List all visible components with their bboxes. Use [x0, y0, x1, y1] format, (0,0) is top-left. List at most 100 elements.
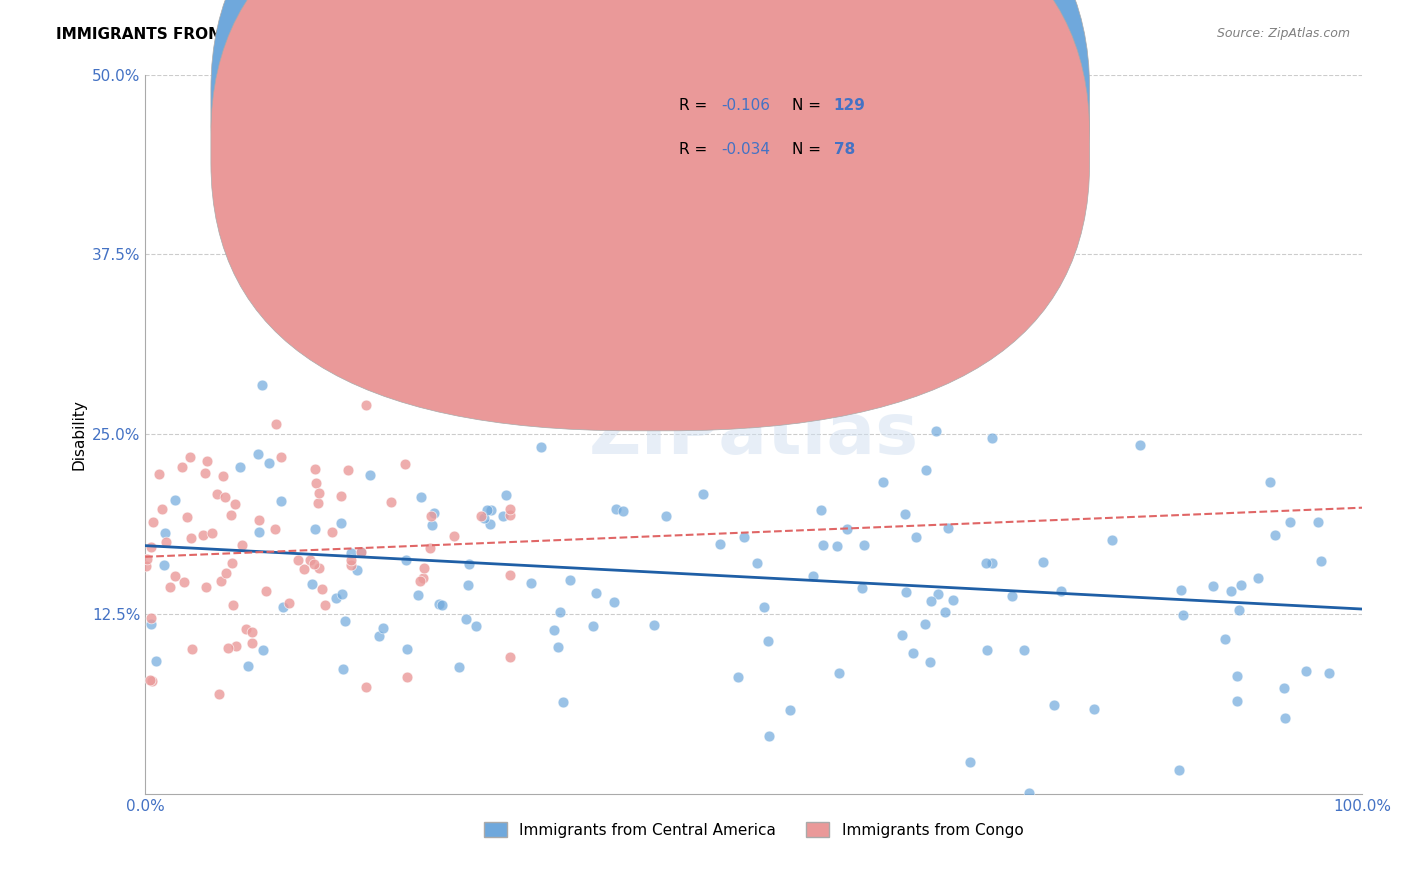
Immigrants from Congo — [263, 522, 285, 536]
Immigrants from Central America — [1012, 642, 1035, 657]
Immigrants from Central America — [890, 627, 912, 641]
Immigrants from Congo — [336, 463, 359, 477]
Immigrants from Congo — [308, 560, 330, 574]
Immigrants from Central America — [927, 587, 949, 601]
Immigrants from Central America — [981, 431, 1004, 445]
Immigrants from Congo — [207, 486, 229, 500]
Immigrants from Central America — [155, 525, 177, 540]
Immigrants from Congo — [201, 526, 224, 541]
Immigrants from Congo — [240, 636, 263, 650]
Immigrants from Central America — [1083, 702, 1105, 716]
Immigrants from Central America — [429, 598, 451, 612]
Immigrants from Central America — [479, 502, 502, 516]
Immigrants from Congo — [225, 639, 247, 653]
Immigrants from Congo — [191, 528, 214, 542]
Immigrants from Congo — [235, 623, 257, 637]
Immigrants from Central America — [325, 591, 347, 605]
Immigrants from Central America — [893, 507, 915, 521]
Immigrants from Central America — [756, 633, 779, 648]
Immigrants from Central America — [423, 507, 446, 521]
Immigrants from Congo — [179, 450, 201, 465]
Immigrants from Central America — [464, 619, 486, 633]
Immigrants from Congo — [499, 508, 522, 522]
Immigrants from Central America — [1219, 584, 1241, 599]
Immigrants from Congo — [321, 525, 343, 540]
Immigrants from Central America — [492, 509, 515, 524]
Immigrants from Central America — [236, 659, 259, 673]
Immigrants from Central America — [550, 262, 572, 277]
Text: N =: N = — [792, 98, 825, 112]
Immigrants from Congo — [135, 558, 157, 573]
Immigrants from Congo — [215, 566, 238, 580]
Immigrants from Central America — [1227, 602, 1250, 616]
Immigrants from Congo — [409, 574, 432, 588]
Immigrants from Central America — [1050, 583, 1073, 598]
Immigrants from Central America — [655, 509, 678, 524]
Immigrants from Central America — [643, 618, 665, 632]
Y-axis label: Disability: Disability — [72, 399, 86, 470]
Immigrants from Central America — [934, 605, 956, 619]
Immigrants from Central America — [1230, 578, 1253, 592]
Immigrants from Congo — [277, 596, 299, 610]
Immigrants from Central America — [1272, 681, 1295, 695]
Immigrants from Congo — [356, 398, 378, 412]
Text: -0.106: -0.106 — [721, 98, 770, 112]
Immigrants from Central America — [371, 621, 394, 635]
Text: R =: R = — [679, 143, 713, 157]
Immigrants from Central America — [914, 616, 936, 631]
Immigrants from Congo — [195, 454, 218, 468]
Immigrants from Congo — [221, 556, 243, 570]
Immigrants from Congo — [499, 501, 522, 516]
Immigrants from Central America — [733, 530, 755, 544]
Immigrants from Central America — [1306, 515, 1329, 529]
Immigrants from Congo — [419, 541, 441, 556]
Immigrants from Central America — [301, 577, 323, 591]
Immigrants from Congo — [173, 574, 195, 589]
Text: IMMIGRANTS FROM CENTRAL AMERICA VS IMMIGRANTS FROM CONGO DISABILITY CORRELATION : IMMIGRANTS FROM CENTRAL AMERICA VS IMMIG… — [56, 27, 946, 42]
Immigrants from Central America — [409, 491, 432, 505]
Immigrants from Congo — [499, 650, 522, 665]
Immigrants from Congo — [499, 567, 522, 582]
Immigrants from Congo — [155, 535, 177, 549]
Immigrants from Congo — [298, 553, 321, 567]
Immigrants from Central America — [145, 654, 167, 668]
Immigrants from Central America — [367, 629, 389, 643]
Immigrants from Congo — [354, 680, 377, 694]
Immigrants from Congo — [221, 508, 243, 523]
Immigrants from Central America — [981, 556, 1004, 570]
Immigrants from Central America — [437, 376, 460, 391]
Immigrants from Central America — [340, 545, 363, 559]
Immigrants from Central America — [1247, 571, 1270, 585]
Immigrants from Central America — [837, 522, 859, 536]
Immigrants from Central America — [228, 460, 250, 475]
Immigrants from Central America — [1171, 607, 1194, 622]
Text: Source: ZipAtlas.com: Source: ZipAtlas.com — [1216, 27, 1350, 40]
Immigrants from Central America — [406, 588, 429, 602]
Immigrants from Central America — [727, 670, 749, 684]
Immigrants from Congo — [350, 545, 373, 559]
Immigrants from Central America — [581, 618, 603, 632]
Immigrants from Central America — [1018, 786, 1040, 800]
Immigrants from Congo — [150, 502, 173, 516]
Immigrants from Congo — [139, 673, 162, 687]
Immigrants from Central America — [1001, 589, 1024, 603]
Immigrants from Congo — [311, 582, 333, 596]
Immigrants from Congo — [413, 561, 436, 575]
Immigrants from Congo — [394, 457, 416, 471]
Immigrants from Central America — [420, 517, 443, 532]
Immigrants from Central America — [548, 605, 571, 619]
Immigrants from Central America — [553, 695, 575, 709]
Text: 129: 129 — [834, 98, 866, 112]
Immigrants from Central America — [920, 594, 942, 608]
Immigrants from Central America — [350, 544, 373, 558]
Text: ZIPatlas: ZIPatlas — [589, 400, 918, 469]
Text: N =: N = — [792, 143, 825, 157]
Immigrants from Congo — [314, 599, 336, 613]
Immigrants from Central America — [530, 441, 553, 455]
Immigrants from Central America — [612, 504, 634, 518]
Immigrants from Central America — [495, 488, 517, 502]
Immigrants from Central America — [801, 568, 824, 582]
Immigrants from Central America — [603, 595, 626, 609]
Immigrants from Central America — [853, 537, 876, 551]
Immigrants from Central America — [1226, 669, 1249, 683]
